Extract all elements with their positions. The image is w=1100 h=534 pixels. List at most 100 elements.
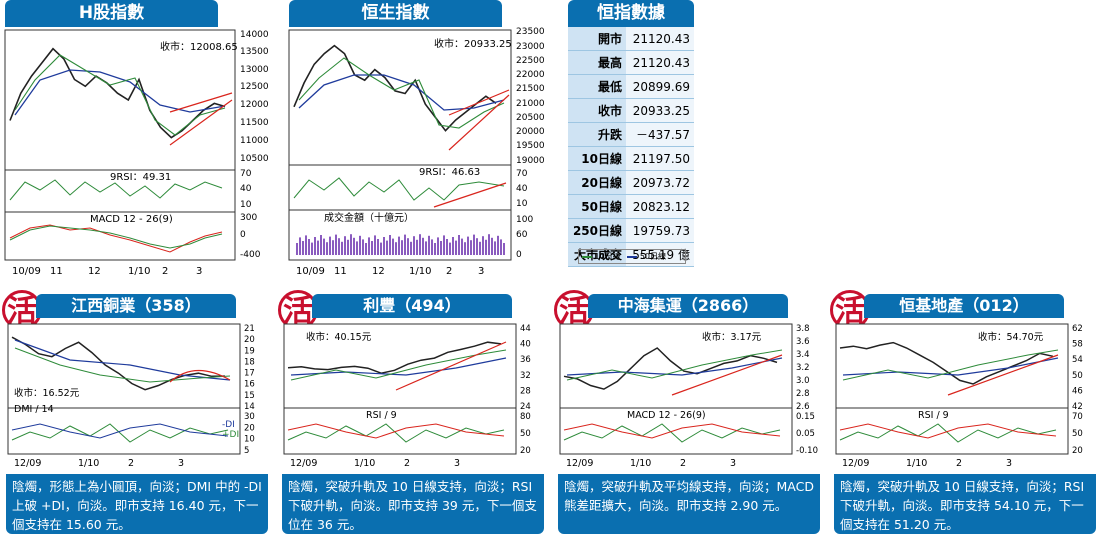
- stock-price-line: [563, 347, 778, 390]
- stock-y-tick: 3.8: [796, 324, 810, 334]
- hsi-volume-bar: [428, 235, 430, 255]
- stock-title: 利豐（494）: [312, 294, 512, 318]
- hsi-volume-bar: [350, 234, 352, 255]
- stock-y-tick: 19: [244, 346, 255, 356]
- hsi-rsi-label: 9RSI：46.63: [419, 167, 480, 178]
- stock-close-label: 收市：40.15元: [306, 331, 372, 343]
- hsi-volume-bar: [311, 242, 313, 255]
- hsi-trend-upper: [448, 89, 510, 116]
- hsi-volume-bar: [458, 235, 460, 255]
- stock-y-tick: 15: [244, 391, 255, 401]
- hsi-volume-bar: [299, 237, 301, 255]
- stock-y-tick: 21: [244, 324, 255, 334]
- hsce-chart: 收市：12008.65 9RSI：49.31 MACD 12 - 26(9) 1…: [4, 29, 269, 277]
- stock-y-tick: 40: [520, 340, 531, 350]
- stats-value: 20823.12: [626, 194, 694, 219]
- hsi-x-ticks: 10/09 11 12 1/10 2 3: [296, 266, 484, 277]
- stock-indicator-line: [839, 423, 1057, 443]
- hsi-volume-bar: [485, 239, 487, 255]
- hsi-volume-bar: [461, 238, 463, 255]
- stats-value: 21197.50: [626, 146, 694, 171]
- hsce-ma50-line: [14, 69, 226, 116]
- stock-panel: 活恒基地產（012） 收市：54.70元 RSI / 9 62 58 54 50 46 42 70…: [828, 290, 1100, 534]
- stock-trend-line: [671, 354, 783, 396]
- stock-title: 恒基地產（012）: [864, 294, 1064, 318]
- stock-ma10-line: [842, 349, 1059, 381]
- stock-x-tick: 2: [404, 458, 410, 469]
- stock-ma50-line: [290, 357, 507, 376]
- stock-x-tick: 12/09: [290, 458, 317, 469]
- stock-y-tick: 3.6: [796, 337, 810, 347]
- stock-price-line: [839, 341, 1054, 385]
- stock-ind-tick: 50: [1072, 429, 1083, 439]
- hsi-volume-bar: [407, 238, 409, 255]
- stock-y-tick: 46: [1072, 386, 1083, 396]
- stock-ma50-line: [14, 339, 231, 381]
- stats-value: －437.57: [626, 122, 694, 147]
- stock-x-tick: 2: [680, 458, 686, 469]
- stock-ma50-line: [566, 357, 783, 376]
- hsi-volume-bar: [449, 242, 451, 255]
- hsi-trend-lower: [448, 94, 510, 151]
- hsi-volume-bar: [443, 235, 445, 255]
- stock-chart: 收市：3.17元 MACD 12 - 26(9) 3.8 3.6 3.4 3.2 3.0 2.…: [559, 323, 818, 469]
- stock-round-top-line: [169, 369, 231, 383]
- hsi-volume-bar: [494, 241, 496, 255]
- ma-legend: 10日線 50日線: [578, 249, 686, 264]
- stock-price-line: [287, 341, 502, 374]
- table-row: 50日線 20823.12: [568, 194, 694, 219]
- hsi-volume-bars: [296, 234, 505, 255]
- hsi-volume-bar: [395, 242, 397, 255]
- hsce-rsi-tick: 10: [240, 200, 252, 210]
- hsi-y-tick: 20500: [516, 113, 545, 123]
- stats-value: 20933.25: [626, 98, 694, 123]
- hsi-stats-panel: 恒指數據 開市 21120.43 最高 21120.43 最低 20899.69 收市…: [568, 0, 694, 267]
- stock-indicator-label: RSI / 9: [918, 410, 949, 421]
- legend-swatch-50: [627, 255, 638, 258]
- stock-description: 陰燭，形態上為小圓頂，向淡；DMI 中的 -DI 上破 +DI，向淡。即市支持 …: [6, 474, 268, 534]
- hsi-title: 恒生指數: [289, 0, 502, 27]
- stats-key: 最低: [568, 74, 626, 99]
- stats-key: 250日線: [568, 218, 626, 243]
- hsi-y-tick: 19000: [516, 156, 545, 166]
- stock-x-tick: 1/10: [906, 458, 927, 469]
- stock-ma10-line: [290, 349, 507, 381]
- hsce-x-tick: 10/09: [12, 266, 41, 277]
- hsi-volume-bar: [419, 234, 421, 255]
- hsce-x-tick: 1/10: [128, 266, 150, 277]
- hsce-y-tick: 12000: [240, 100, 269, 110]
- hsce-y-tick: 12500: [240, 82, 269, 92]
- stats-key: 最高: [568, 50, 626, 75]
- hsce-macd-signal: [9, 225, 223, 249]
- stock-y-tick: 3.4: [796, 350, 810, 360]
- hsi-volume-bar: [383, 237, 385, 255]
- stats-title: 恒指數據: [568, 0, 694, 27]
- hsi-ma50-line: [298, 74, 505, 111]
- hsi-volume-bar: [440, 241, 442, 255]
- stock-indicator-line-2: [287, 423, 505, 439]
- stock-trend-line: [395, 341, 507, 391]
- hsi-volume-bar: [335, 234, 337, 255]
- stock-panel: 活江西銅業（358） 收市：16.52元 DMI / 14 21 20 19 18 17 16 1…: [0, 290, 272, 534]
- hsce-macd-tick: -400: [240, 250, 261, 260]
- stats-key: 10日線: [568, 146, 626, 171]
- dmi-label: +DI: [222, 430, 239, 440]
- table-row: 最低 20899.69: [568, 74, 694, 99]
- stock-indicator-label: DMI / 14: [14, 404, 54, 415]
- stock-ind-tick: 30: [244, 412, 255, 422]
- hsce-panel: H股指數 收市：12008.65 9RSI：49.31 MACD 12 - 26…: [0, 0, 282, 282]
- hsi-y-tick: 19500: [516, 141, 545, 151]
- stock-title: 江西銅業（358）: [36, 294, 236, 318]
- stock-y-tick: 32: [520, 371, 531, 381]
- stock-y-tick: 2.6: [796, 402, 810, 412]
- stats-key: 收市: [568, 98, 626, 123]
- hsi-volume-bar: [401, 240, 403, 255]
- stock-y-tick: 58: [1072, 340, 1083, 350]
- hsi-volume-bar: [491, 237, 493, 255]
- stock-price-line: [11, 336, 226, 391]
- hsce-y-tick: 11000: [240, 136, 269, 146]
- stock-indicator-line: [11, 423, 229, 443]
- stock-ma10-line: [566, 349, 783, 381]
- stock-ind-tick: -0.10: [796, 446, 818, 456]
